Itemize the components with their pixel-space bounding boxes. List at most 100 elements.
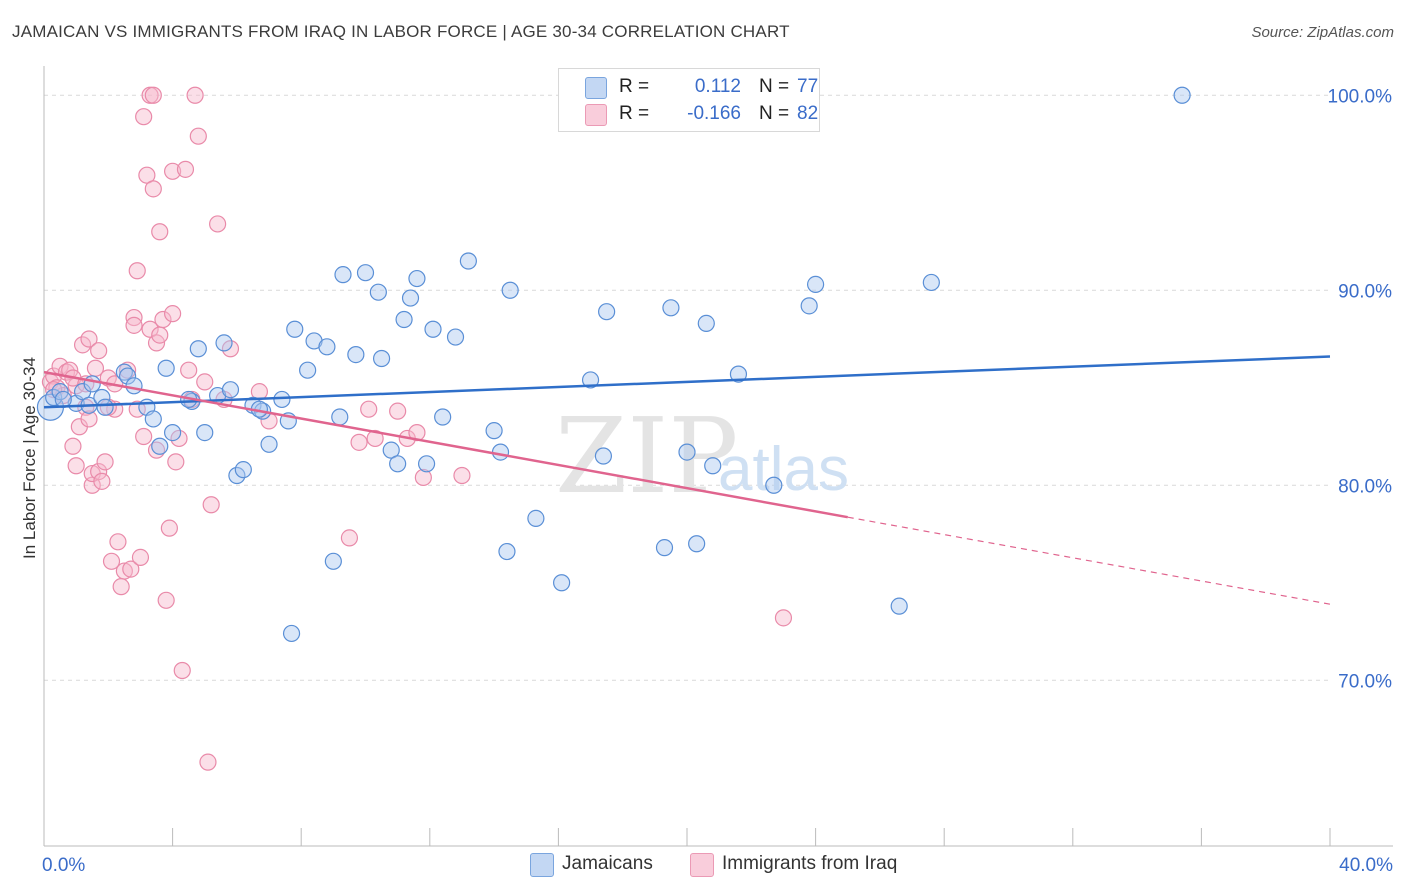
legend-r-label: R =: [619, 103, 650, 124]
iraq-point: [189, 127, 207, 145]
iraq-point: [135, 108, 153, 126]
jamaican-point: [299, 361, 317, 379]
jamaican-point: [389, 455, 407, 473]
iraq-point: [164, 305, 182, 323]
iraq-point: [67, 457, 85, 475]
iraq-point: [202, 496, 220, 514]
jamaican-point: [228, 466, 246, 485]
jamaican-point: [83, 375, 101, 393]
jamaican-point: [501, 281, 519, 299]
jamaican-point: [234, 461, 252, 479]
jamaican-point: [446, 328, 465, 346]
jamaican-point: [401, 289, 420, 307]
jamaican-point: [485, 422, 503, 440]
jamaican-point: [800, 297, 818, 315]
iraq-point: [90, 342, 108, 360]
iraq-point: [164, 162, 182, 180]
y-tick-label: 70.0%: [1338, 671, 1392, 692]
correlation-legend: R = 0.112 N = 77 R = -0.166 N = 82: [558, 68, 820, 132]
x-tick-labels: 0.0% 40.0%: [42, 855, 1393, 876]
iraq-point: [167, 453, 185, 471]
jamaican-point: [96, 398, 114, 416]
jamaican-point: [286, 320, 304, 338]
jamaican-point: [729, 365, 748, 383]
iraq-point: [350, 433, 368, 451]
iraq-point: [128, 262, 146, 280]
jamaican-point: [215, 334, 233, 352]
jamaican-point: [890, 597, 908, 615]
iraq-point: [144, 86, 162, 104]
jamaican-point: [144, 410, 162, 428]
iraq-point: [115, 562, 133, 580]
jamaican-point: [655, 539, 674, 557]
jamaican-point: [221, 381, 240, 399]
legend-swatch-pink: [585, 104, 607, 126]
iraq-point: [340, 529, 359, 547]
iraq-point: [144, 180, 162, 198]
jamaican-point: [347, 346, 365, 364]
axes: [43, 66, 1393, 847]
jamaican-point: [196, 424, 214, 442]
y-tick-label: 80.0%: [1338, 476, 1392, 497]
jamaican-point: [273, 390, 291, 409]
jamaican-point: [282, 624, 301, 643]
x-tick-label: 0.0%: [42, 855, 85, 876]
jamaican-point: [125, 377, 143, 395]
legend-n-label: N =: [759, 76, 790, 97]
iraq-point: [170, 429, 188, 448]
jamaican-point: [164, 424, 182, 442]
iraq-point: [196, 373, 214, 391]
iraq-point: [414, 468, 432, 487]
iraq-point: [102, 552, 121, 570]
iraq-point: [80, 410, 98, 428]
jamaican-point: [356, 264, 375, 282]
jamaican-point: [424, 320, 442, 338]
jamaican-point: [1173, 86, 1191, 104]
watermark-atlas: atlas: [718, 435, 849, 504]
jamaican-point: [594, 447, 613, 465]
jamaican-point: [395, 310, 413, 329]
iraq-point: [389, 402, 407, 420]
iraq-point: [135, 427, 153, 446]
jamaican-point: [260, 435, 278, 453]
iraq-point: [160, 519, 178, 537]
iraq-point: [774, 609, 793, 627]
x-tick-label: 40.0%: [1339, 855, 1393, 876]
iraq-point: [96, 453, 114, 471]
jamaican-point: [324, 552, 342, 570]
iraq-point: [154, 310, 172, 329]
y-tick-label: 90.0%: [1338, 281, 1392, 302]
jamaican-point: [151, 437, 169, 455]
jamaican-point: [527, 509, 545, 528]
y-axis-label: In Labor Force | Age 30-34: [20, 357, 39, 559]
iraq-trend-line: [43, 370, 848, 519]
jamaican-point: [334, 266, 352, 284]
jamaican-point: [189, 340, 207, 358]
bottom-legend-label: Immigrants from Iraq: [722, 853, 898, 874]
jamaican-point: [678, 443, 696, 461]
jamaican-point: [704, 457, 722, 475]
jamaican-point: [372, 349, 391, 368]
y-tick-labels: 100.0% 90.0% 80.0% 70.0%: [1328, 86, 1393, 692]
jamaican-point: [369, 283, 387, 301]
iraq-trend-line-extension: [847, 516, 1331, 605]
iraq-point: [173, 661, 191, 680]
jamaican-point: [434, 408, 452, 426]
watermark-zip: ZIP: [555, 395, 738, 517]
iraq-point: [125, 316, 143, 334]
iraq-point: [186, 86, 204, 104]
iraq-point: [199, 753, 217, 771]
jamaican-point: [765, 476, 783, 494]
iraq-point: [93, 472, 111, 490]
jamaican-point: [331, 408, 349, 426]
legend-r-value: 0.112: [694, 76, 741, 97]
bottom-legend-label: Jamaicans: [562, 853, 653, 874]
iraq-point: [209, 215, 227, 233]
iraq-point: [64, 437, 82, 455]
iraq-point: [131, 548, 150, 567]
iraq-point: [73, 336, 92, 354]
series-iraq-points: [41, 86, 793, 771]
iraq-point: [109, 533, 127, 551]
jamaican-point: [581, 371, 600, 389]
